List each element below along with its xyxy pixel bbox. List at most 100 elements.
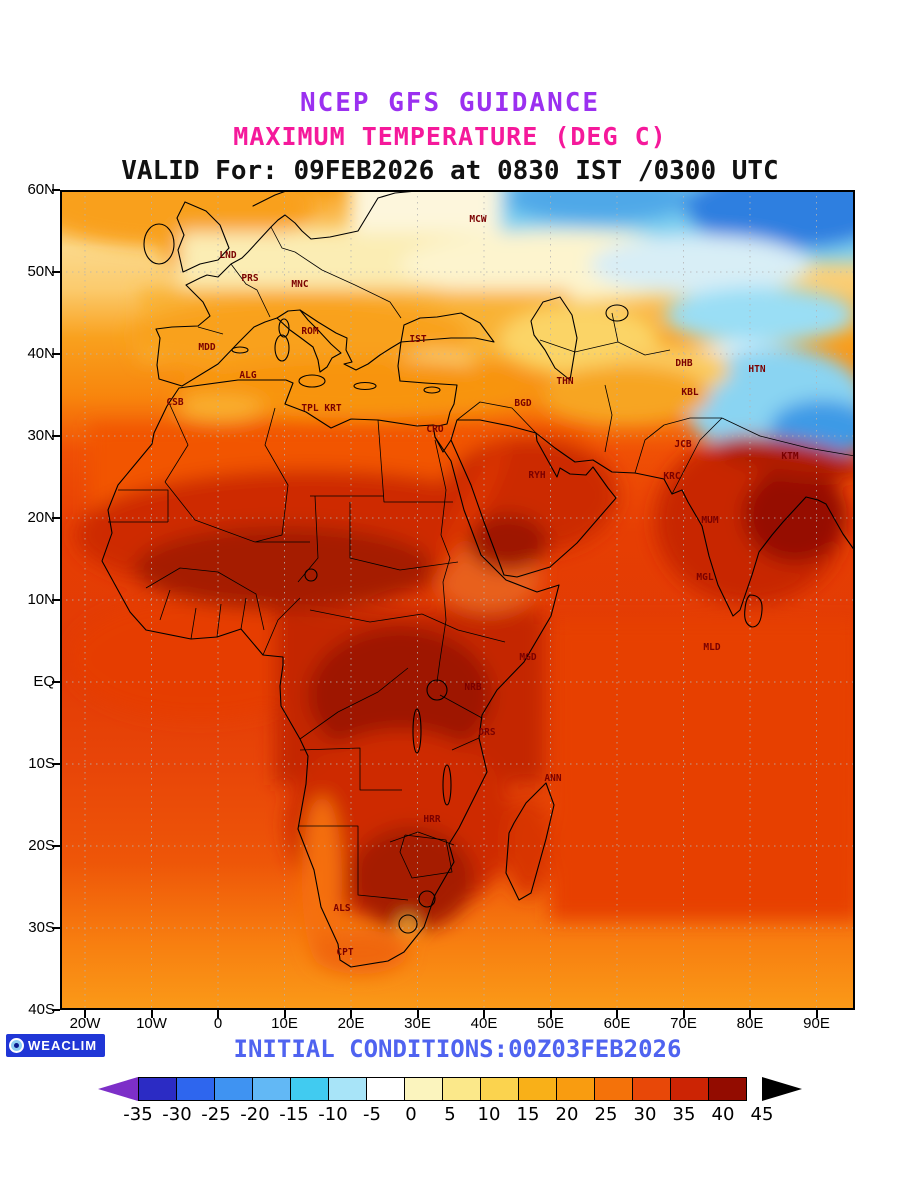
weaclim-logo-text: WEACLIM bbox=[28, 1038, 98, 1053]
lat-tick-label: 20S bbox=[28, 837, 55, 854]
colorbar-segment bbox=[670, 1077, 709, 1101]
station-label-kbl: KBL bbox=[681, 387, 698, 398]
station-label-ktm: KTM bbox=[781, 451, 798, 462]
lat-tick-mark bbox=[52, 1009, 60, 1011]
lat-tick-label: 40S bbox=[28, 1001, 55, 1018]
station-label-alg: ALG bbox=[239, 370, 256, 381]
lat-tick-mark bbox=[52, 517, 60, 519]
country-borders bbox=[108, 226, 855, 901]
colorbar-tick-label: 40 bbox=[711, 1104, 735, 1125]
station-label-rom: ROM bbox=[301, 326, 318, 337]
station-label-dhb: DHB bbox=[675, 358, 692, 369]
map-canvas: MCW LND PRS MNC ROM IST MDD ALG CSB DHB HTN THN KBL T… bbox=[60, 190, 855, 1010]
station-label-lnd: LND bbox=[219, 250, 236, 261]
colorbar-tick-label: -15 bbox=[279, 1104, 309, 1125]
lon-tick-label: 0 bbox=[213, 1015, 223, 1032]
station-label-mcw: MCW bbox=[469, 214, 486, 225]
lon-tick-label: 40E bbox=[470, 1015, 498, 1032]
lon-tick-mark bbox=[283, 1010, 286, 1018]
station-label-mnc: MNC bbox=[291, 279, 308, 290]
colorbar-tick-label: -5 bbox=[363, 1104, 381, 1125]
title-valid-time: VALID For: 09FEB2026 at 0830 IST /0300 U… bbox=[121, 156, 779, 186]
colorbar-segment bbox=[214, 1077, 253, 1101]
station-label-thn: THN bbox=[556, 376, 573, 387]
lat-tick-mark bbox=[52, 189, 60, 191]
colorbar-tick-label: 5 bbox=[444, 1104, 456, 1125]
lon-tick-mark bbox=[549, 1010, 552, 1018]
station-label-mld: MLD bbox=[703, 642, 720, 653]
coastlines bbox=[101, 190, 855, 968]
colorbar-tick-label: 20 bbox=[555, 1104, 579, 1125]
weaclim-logo: WEACLIM bbox=[6, 1034, 106, 1057]
station-label-ryh: RYH bbox=[528, 470, 545, 481]
lon-tick-mark bbox=[616, 1010, 618, 1018]
colorbar-segment bbox=[328, 1077, 367, 1101]
colorbar-segment bbox=[518, 1077, 557, 1101]
station-label-htn: HTN bbox=[748, 364, 765, 375]
lat-tick-label: 60N bbox=[27, 181, 55, 198]
lon-tick-label: 10W bbox=[136, 1015, 167, 1032]
station-label-mum: MUM bbox=[701, 515, 718, 526]
station-label-ann: ANN bbox=[544, 773, 561, 784]
station-label-tpl: TPL bbox=[301, 403, 318, 414]
colorbar-tick-label: 25 bbox=[594, 1104, 618, 1125]
lon-tick-mark bbox=[217, 1010, 219, 1018]
colorbar-segment bbox=[252, 1077, 291, 1101]
station-label-cro: CRO bbox=[426, 424, 443, 435]
lon-tick-label: 10E bbox=[271, 1015, 298, 1032]
lat-tick-label: 50N bbox=[27, 263, 55, 280]
lon-tick-label: 20W bbox=[69, 1015, 101, 1032]
lon-tick-mark bbox=[815, 1010, 818, 1018]
lat-tick-label: EQ bbox=[33, 673, 55, 690]
colorbar-segment bbox=[442, 1077, 481, 1101]
lat-tick-mark bbox=[52, 681, 60, 683]
station-label-csb: CSB bbox=[166, 397, 183, 408]
colorbar-tick-label: -30 bbox=[162, 1104, 192, 1125]
temperature-map: MCW LND PRS MNC ROM IST MDD ALG CSB DHB HTN THN KBL T… bbox=[60, 190, 855, 1010]
colorbar-segment bbox=[708, 1077, 747, 1101]
lon-tick-label: 90E bbox=[803, 1015, 830, 1032]
lon-tick-mark bbox=[416, 1010, 419, 1018]
colorbar-left-arrow bbox=[98, 1077, 138, 1101]
lon-tick-mark bbox=[682, 1010, 685, 1018]
lat-tick-label: 10N bbox=[27, 591, 55, 608]
lat-tick-mark bbox=[52, 599, 60, 601]
station-label-als: ALS bbox=[333, 903, 350, 914]
weaclim-logo-icon bbox=[9, 1038, 24, 1053]
station-label-mgd: MGD bbox=[519, 652, 536, 663]
lon-tick-label: 50E bbox=[537, 1015, 564, 1032]
station-labels: MCW LND PRS MNC ROM IST MDD ALG CSB DHB HTN THN KBL T… bbox=[166, 214, 798, 958]
lat-tick-label: 30N bbox=[27, 427, 55, 444]
lon-tick-label: 70E bbox=[670, 1015, 697, 1032]
colorbar-tick-label: -20 bbox=[240, 1104, 270, 1125]
colorbar-segment bbox=[480, 1077, 519, 1101]
lat-tick-mark bbox=[52, 763, 60, 765]
rivers bbox=[145, 439, 455, 846]
colorbar-segment bbox=[366, 1077, 405, 1101]
lon-tick-mark bbox=[350, 1010, 352, 1018]
lon-tick-label: 30E bbox=[404, 1015, 431, 1032]
lat-tick-label: 10S bbox=[28, 755, 55, 772]
colorbar-tick-label: -10 bbox=[318, 1104, 348, 1125]
lon-tick-mark bbox=[749, 1010, 751, 1018]
station-label-krt: KRT bbox=[324, 403, 341, 414]
colorbar-tick-label: 45 bbox=[750, 1104, 774, 1125]
station-label-bgd: BGD bbox=[514, 398, 531, 409]
colorbar-tick-label: 10 bbox=[477, 1104, 501, 1125]
title-model: NCEP GFS GUIDANCE bbox=[299, 88, 601, 118]
station-label-krc: KRC bbox=[663, 471, 680, 482]
lon-tick-label: 80E bbox=[736, 1015, 764, 1032]
station-label-prs: PRS bbox=[241, 273, 258, 284]
colorbar-tick-label: 30 bbox=[633, 1104, 657, 1125]
colorbar-segments bbox=[138, 1077, 747, 1101]
colorbar-right-arrow bbox=[762, 1077, 802, 1101]
station-label-drs: DRS bbox=[478, 727, 495, 738]
colorbar-segment bbox=[594, 1077, 633, 1101]
map-border bbox=[60, 190, 855, 1010]
station-label-hrr: HRR bbox=[423, 814, 440, 825]
graticule-grid bbox=[60, 190, 855, 1010]
lat-tick-mark bbox=[52, 435, 60, 437]
station-label-mdd: MDD bbox=[198, 342, 215, 353]
initial-conditions-text: INITIAL CONDITIONS:00Z03FEB2026 bbox=[233, 1035, 682, 1063]
